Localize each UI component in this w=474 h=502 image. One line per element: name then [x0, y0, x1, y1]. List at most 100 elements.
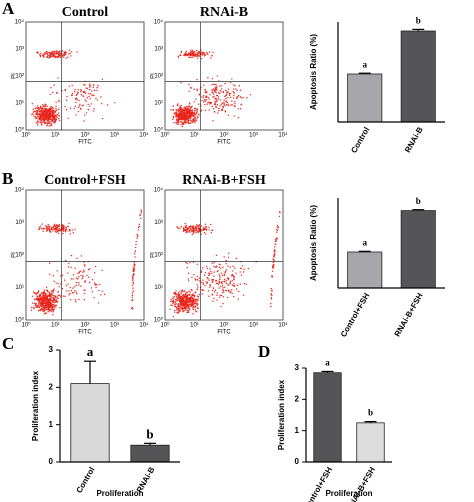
event-dot [198, 50, 200, 53]
event-dot [54, 231, 57, 233]
event-dot [64, 229, 67, 232]
event-dot [231, 100, 233, 102]
event-dot [38, 228, 41, 230]
event-dot [233, 105, 236, 107]
event-dot [132, 270, 135, 273]
event-dot [276, 238, 278, 240]
event-dot [92, 86, 94, 89]
event-dot [133, 263, 136, 265]
event-dot [174, 305, 176, 308]
flow-y-tick: 10⁴ [154, 187, 164, 194]
event-dot [198, 226, 200, 228]
event-dot [132, 287, 134, 289]
event-dot [182, 294, 184, 297]
event-dot [132, 281, 134, 283]
event-dot [225, 98, 227, 100]
event-dot [46, 290, 49, 293]
event-dot [64, 88, 66, 91]
event-dot [191, 226, 193, 228]
event-dot [30, 306, 33, 309]
event-dot [140, 210, 143, 212]
flow-title: RNAi-B [200, 5, 248, 20]
event-dot [170, 304, 172, 306]
event-dot [239, 89, 242, 91]
event-dot [215, 280, 217, 282]
event-dot [194, 279, 197, 281]
event-dot [182, 300, 185, 302]
event-dot [204, 223, 207, 226]
bar [130, 444, 170, 463]
flow-title: RNAi-B+FSH [182, 173, 266, 188]
event-dot [43, 116, 45, 118]
event-dot [67, 117, 69, 119]
event-dot [180, 307, 182, 310]
event-dot [176, 114, 179, 117]
event-dot [87, 268, 90, 271]
event-dot [65, 109, 68, 111]
event-dot [277, 226, 279, 229]
event-dot [189, 119, 191, 122]
event-dot [201, 96, 203, 98]
event-dot [49, 52, 51, 54]
event-dot [36, 124, 39, 126]
event-dot [191, 230, 193, 233]
event-dot [186, 301, 188, 303]
event-dot [222, 105, 224, 108]
event-dot [245, 283, 248, 285]
event-dot [214, 266, 217, 268]
event-dot [62, 295, 65, 297]
event-dot [57, 294, 59, 297]
event-dot [194, 110, 196, 112]
event-dot [69, 230, 71, 232]
event-dot [194, 120, 197, 123]
event-dot [137, 229, 139, 231]
event-dot [188, 308, 191, 310]
event-dot [196, 54, 199, 57]
event-dot [239, 271, 241, 273]
event-dot [179, 309, 181, 311]
event-dot [58, 51, 60, 54]
significance-label: a [363, 237, 368, 247]
event-dot [36, 116, 39, 118]
event-dot [189, 301, 191, 304]
event-dot [50, 296, 53, 299]
event-dot [177, 293, 180, 295]
event-dot [193, 88, 195, 90]
event-dot [41, 113, 43, 115]
event-dot [58, 54, 60, 57]
event-dot [41, 307, 43, 310]
event-dot [34, 304, 37, 307]
event-dot [195, 107, 197, 110]
event-dot [196, 78, 198, 81]
event-dot [217, 91, 220, 94]
event-dot [217, 283, 219, 286]
event-dot [169, 308, 171, 310]
y-tick-label: 3 [49, 345, 54, 354]
event-dot [59, 56, 62, 59]
event-dot [78, 282, 80, 284]
event-dot [223, 280, 225, 283]
event-dot [195, 112, 197, 115]
flow-x-tick: 10⁴ [139, 132, 149, 139]
event-dot [38, 54, 41, 56]
event-dot [186, 120, 189, 122]
event-dot [201, 99, 203, 102]
event-dot [56, 231, 59, 233]
event-dot [181, 298, 183, 300]
event-dot [213, 291, 216, 293]
event-dot [42, 55, 44, 57]
event-dot [231, 284, 234, 286]
event-dot [235, 272, 237, 274]
event-dot [187, 119, 189, 121]
event-dot [181, 117, 183, 119]
event-dot [53, 298, 56, 301]
flow-y-label: PI [151, 252, 157, 258]
event-dot [215, 101, 218, 103]
event-dot [42, 302, 45, 304]
event-dot [55, 114, 57, 117]
event-dot [73, 286, 76, 288]
event-dot [174, 292, 177, 294]
event-dot [242, 271, 245, 273]
event-dot [49, 298, 51, 300]
